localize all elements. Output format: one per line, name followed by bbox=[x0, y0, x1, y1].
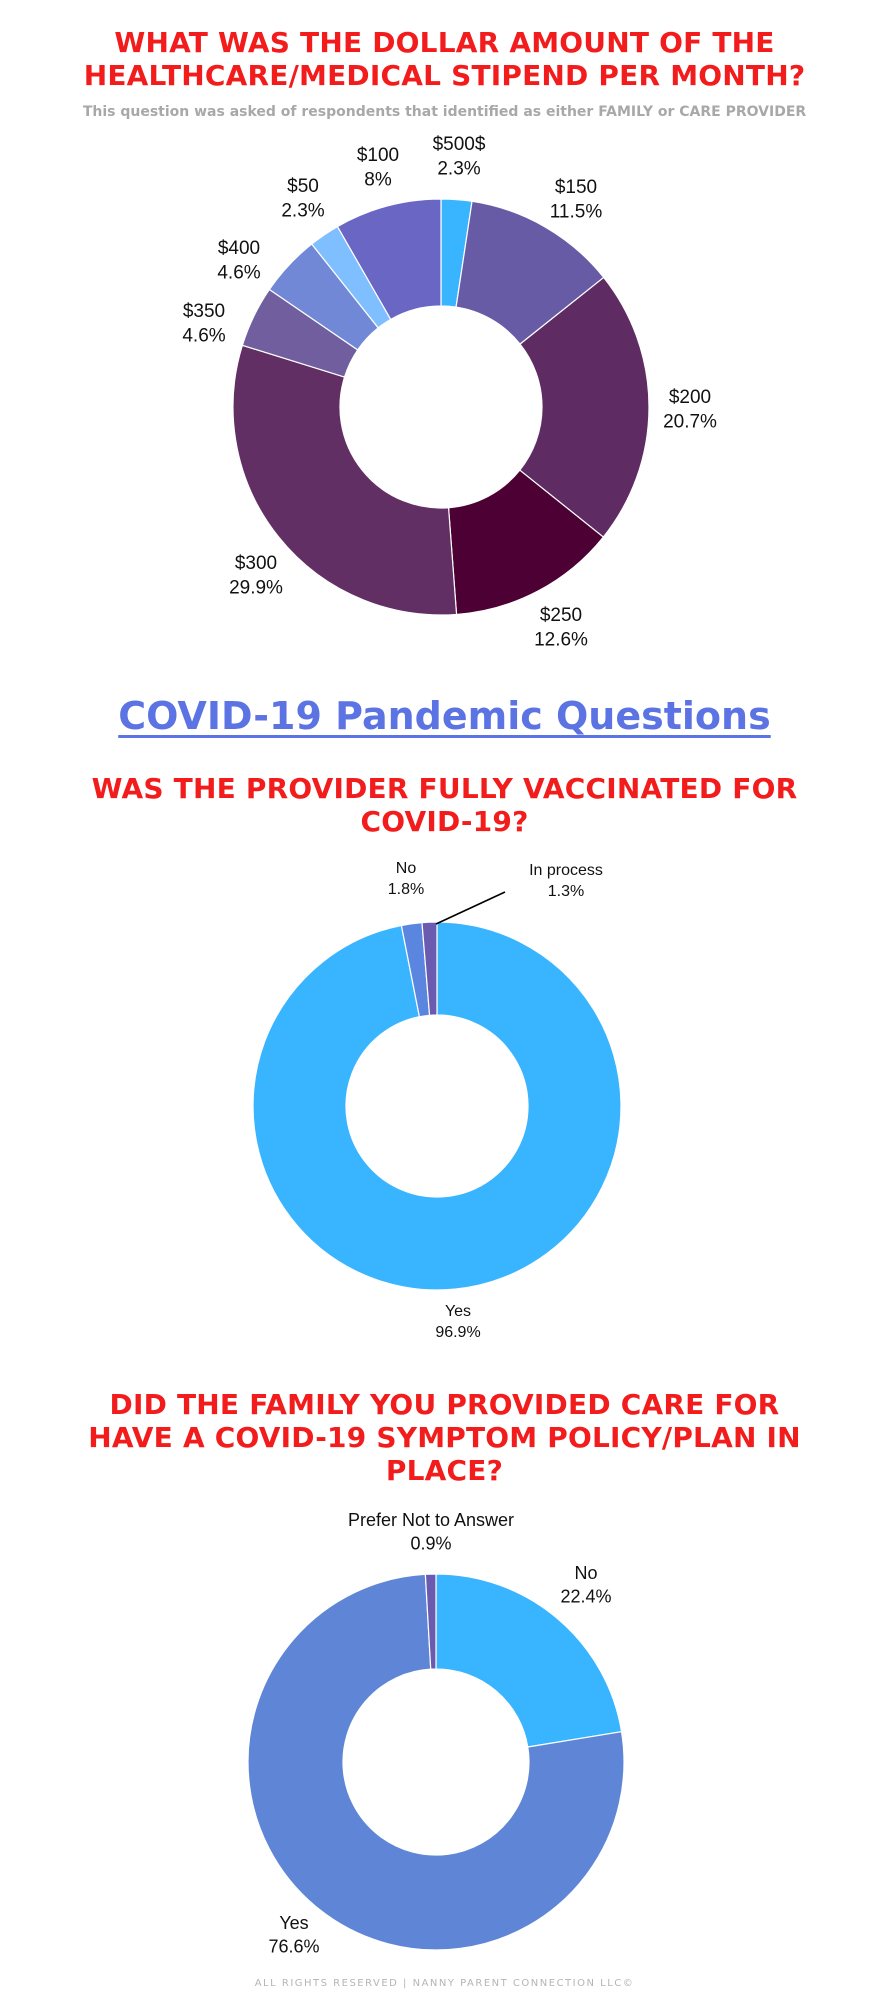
label-prefer-not-to-answer: Prefer Not to Answer bbox=[348, 1510, 514, 1530]
value-label-300: 29.9% bbox=[229, 578, 283, 599]
value-label-prefer-not-to-answer: 0.9% bbox=[410, 1533, 451, 1553]
chart3-title: DID THE FAMILY YOU PROVIDED CARE FOR HAV… bbox=[0, 1388, 889, 1487]
label-yes: Yes bbox=[279, 1913, 308, 1933]
chart1-title: WHAT WAS THE DOLLAR AMOUNT OF THE HEALTH… bbox=[0, 26, 889, 92]
value-label-yes: 96.9% bbox=[435, 1324, 480, 1341]
value-label-400: 4.6% bbox=[217, 263, 260, 284]
slice-yes bbox=[252, 921, 622, 1291]
value-label-200: 20.7% bbox=[663, 412, 717, 433]
chart3-title-line-1: DID THE FAMILY YOU PROVIDED CARE FOR bbox=[109, 1388, 780, 1421]
label-300: $300 bbox=[235, 553, 277, 574]
footer-copyright: ALL RIGHTS RESERVED | NANNY PARENT CONNE… bbox=[254, 1978, 635, 1989]
chart1-title-line-2: HEALTHCARE/MEDICAL STIPEND PER MONTH? bbox=[83, 59, 806, 92]
leader-line bbox=[435, 891, 506, 925]
label-500: $500$ bbox=[433, 134, 486, 155]
value-label-50: 2.3% bbox=[281, 201, 324, 222]
slice-prefer-not-to-answer bbox=[424, 1573, 437, 1670]
chart2-title: WAS THE PROVIDER FULLY VACCINATED FOR CO… bbox=[0, 772, 889, 838]
slice-no bbox=[435, 1573, 623, 1748]
chart3-title-line-2: HAVE A COVID-19 SYMPTOM POLICY/PLAN IN bbox=[88, 1421, 801, 1454]
slice-yes bbox=[247, 1573, 625, 1951]
value-label-350: 4.6% bbox=[182, 326, 225, 347]
slice-100 bbox=[336, 198, 442, 321]
label-50: $50 bbox=[287, 176, 319, 197]
label-in-process: In process bbox=[529, 862, 603, 879]
label-no: No bbox=[396, 860, 417, 877]
value-label-250: 12.6% bbox=[534, 630, 588, 651]
label-100: $100 bbox=[357, 145, 399, 166]
section-heading: COVID-19 Pandemic Questions bbox=[118, 694, 771, 738]
slice-300 bbox=[232, 344, 458, 616]
label-350: $350 bbox=[183, 301, 225, 322]
label-yes: Yes bbox=[445, 1303, 471, 1320]
value-label-150: 11.5% bbox=[550, 202, 603, 223]
label-150: $150 bbox=[555, 177, 597, 198]
value-label-yes: 76.6% bbox=[268, 1936, 319, 1956]
stipend-donut-chart: $500$ 2.3% $150 11.5% $200 20.7% $250 12.6% $300… bbox=[182, 134, 717, 651]
value-label-no: 22.4% bbox=[560, 1586, 611, 1606]
value-label-no: 1.8% bbox=[388, 881, 424, 898]
value-label-100: 8% bbox=[364, 170, 392, 191]
label-200: $200 bbox=[669, 387, 711, 408]
label-no: No bbox=[574, 1563, 597, 1583]
symptom-policy-donut-chart: No 22.4% Yes 76.6% Prefer Not to Answer 0.9% bbox=[247, 1510, 625, 1956]
slice-in-process bbox=[421, 921, 438, 1016]
slice-200 bbox=[518, 276, 650, 538]
label-400: $400 bbox=[218, 238, 260, 259]
value-label-in-process: 1.3% bbox=[548, 883, 584, 900]
vaccinated-donut-chart: Yes 96.9% No 1.8% In process 1.3% bbox=[252, 860, 622, 1341]
chart1-subtitle: This question was asked of respondents t… bbox=[82, 104, 807, 120]
value-label-500: 2.3% bbox=[437, 159, 480, 180]
chart2-title-line-1: WAS THE PROVIDER FULLY VACCINATED FOR bbox=[91, 772, 798, 805]
chart3-title-line-3: PLACE? bbox=[385, 1454, 504, 1487]
slice-250 bbox=[447, 469, 605, 616]
label-250: $250 bbox=[540, 605, 582, 626]
chart1-title-line-1: WHAT WAS THE DOLLAR AMOUNT OF THE bbox=[114, 26, 775, 59]
chart2-title-line-2: COVID-19? bbox=[360, 805, 529, 838]
